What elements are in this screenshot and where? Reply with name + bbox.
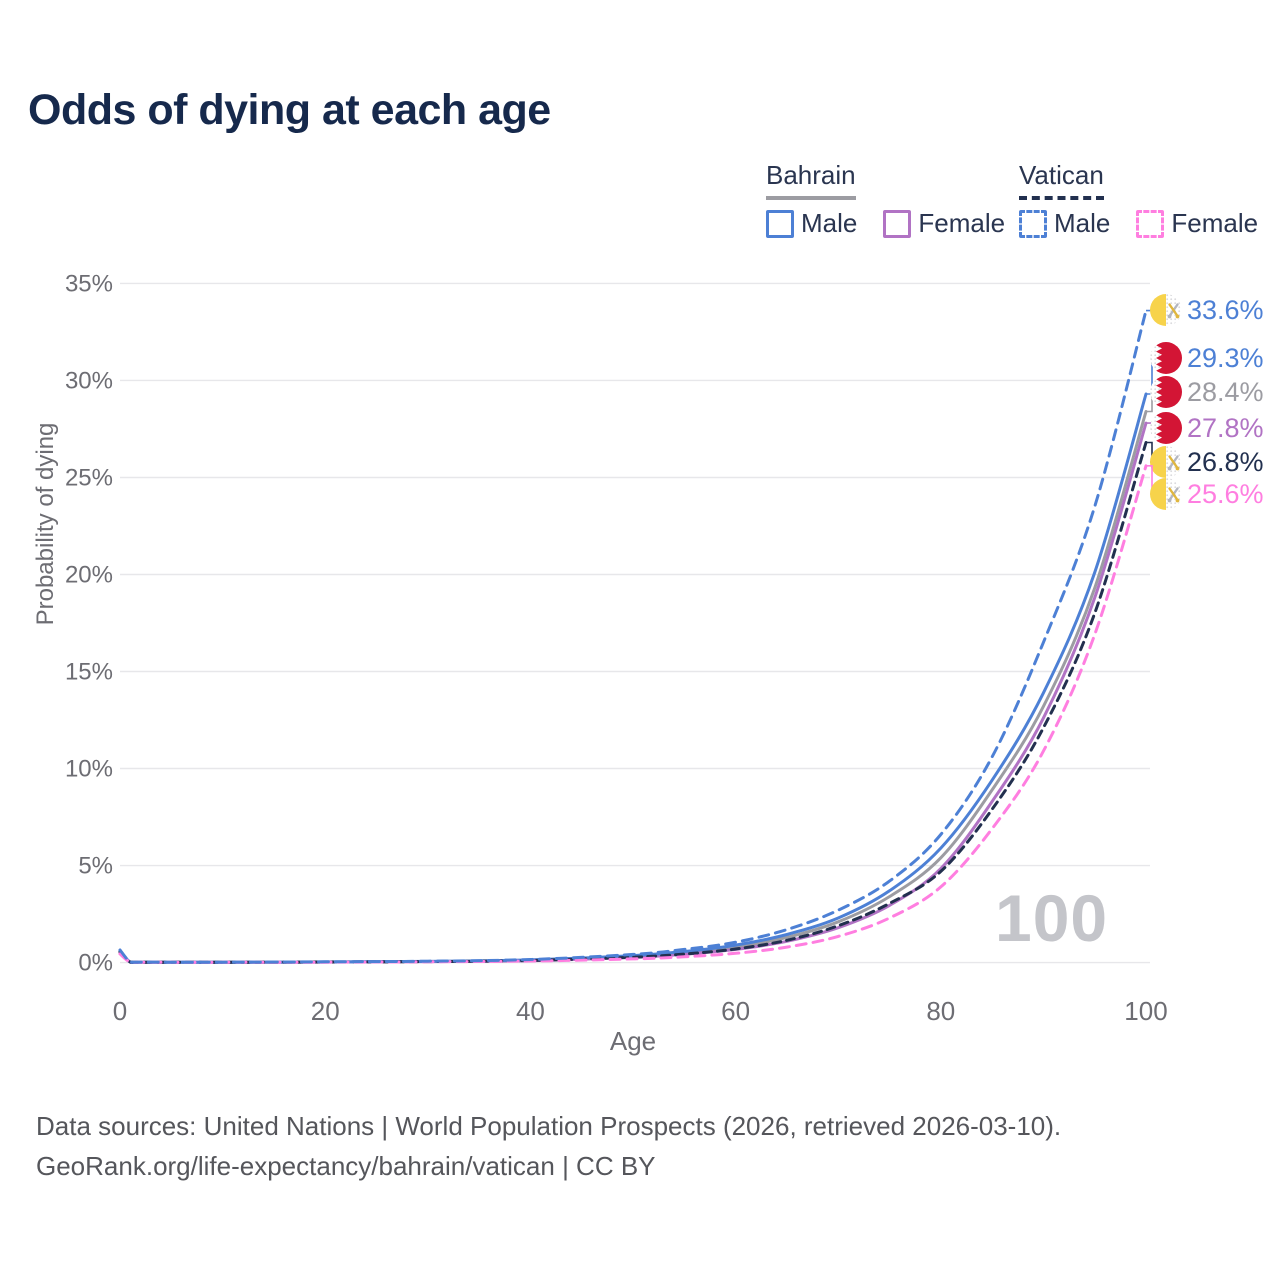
legend-title-vatican[interactable]: Vatican (1019, 160, 1104, 200)
x-axis-title: Age (609, 1026, 657, 1056)
footer-attribution: GeoRank.org/life-expectancy/bahrain/vati… (36, 1151, 656, 1181)
flag-yellow-half (1150, 446, 1166, 478)
legend-item-bahrain-female[interactable]: Female (883, 208, 1005, 239)
axis-ticks-layer: 0% 5% 10% 15% 20% 25% 30% 35% 0 20 40 60 80 100 (65, 270, 1168, 1026)
gridlines-layer (120, 282, 1150, 964)
footer-sources: Data sources: United Nations | World Pop… (36, 1111, 1062, 1141)
flag-bahrain-icon (1150, 412, 1182, 444)
end-label-bahrain-total: 28.4% (1187, 377, 1264, 407)
series-line-vatican-female[interactable] (118, 464, 1148, 964)
legend-label-bahrain-female: Female (918, 208, 1006, 238)
series-line-vatican-male[interactable] (118, 309, 1148, 964)
series-line-vatican-total[interactable] (118, 441, 1148, 964)
x-tick-40: 40 (516, 996, 545, 1026)
age-watermark: 100 (995, 881, 1109, 955)
flag-yellow-half (1150, 478, 1166, 510)
flag-vatican-icon (1150, 478, 1182, 510)
x-tick-100: 100 (1124, 996, 1167, 1026)
y-tick-5: 5% (78, 853, 113, 880)
end-label-bahrain-female: 27.8% (1187, 413, 1264, 443)
x-tick-80: 80 (926, 996, 955, 1026)
end-label-vatican-total: 26.8% (1187, 447, 1264, 477)
legend-swatch-vatican-female (1136, 209, 1165, 238)
end-labels-layer: 33.6% 29.3% 28.4% 27.8% 26.8%25.6% (1146, 294, 1264, 510)
y-tick-35: 35% (65, 270, 113, 297)
y-tick-20: 20% (65, 562, 113, 589)
footer: Data sources: United Nations | World Pop… (36, 1106, 1061, 1186)
legend-label-vatican-female: Female (1171, 208, 1259, 238)
legend-swatch-bahrain-female (883, 209, 912, 238)
end-label-vatican-male: 33.6% (1187, 295, 1264, 325)
page-title: Odds of dying at each age (28, 86, 551, 134)
series-layer (118, 309, 1148, 964)
y-tick-30: 30% (65, 367, 113, 394)
legend-item-bahrain-male[interactable]: Male (766, 208, 857, 239)
flag-red-field (1156, 342, 1182, 374)
legend: Bahrain Male Female Vatican Male (0, 160, 1280, 250)
legend-title-bahrain[interactable]: Bahrain (766, 160, 856, 200)
legend-group-bahrain: Bahrain Male Female (766, 160, 1005, 239)
series-line-bahrain-male[interactable] (118, 392, 1148, 964)
series-line-bahrain-female[interactable] (118, 421, 1148, 964)
x-tick-60: 60 (721, 996, 750, 1026)
x-tick-0: 0 (113, 996, 127, 1026)
y-tick-25: 25% (65, 465, 113, 492)
key-bow-gold (1175, 466, 1180, 471)
legend-item-vatican-male[interactable]: Male (1019, 208, 1110, 239)
key-bow-silver (1167, 314, 1172, 319)
end-label-vatican-female: 25.6% (1187, 479, 1264, 509)
legend-swatch-bahrain-male (766, 209, 794, 238)
legend-label-vatican-male: Male (1054, 208, 1111, 238)
legend-swatch-vatican-male (1019, 209, 1047, 238)
key-bow-gold (1175, 498, 1180, 503)
flag-yellow-half (1150, 294, 1166, 326)
key-bow-silver (1167, 466, 1172, 471)
key-gold (1168, 303, 1179, 318)
flag-red-field (1156, 412, 1182, 444)
legend-label-bahrain-male: Male (801, 208, 858, 238)
key-bow-gold (1175, 314, 1180, 319)
series-line-bahrain-total[interactable] (118, 410, 1148, 964)
flag-vatican-icon (1150, 294, 1182, 326)
flag-vatican-icon (1150, 446, 1182, 478)
flag-bahrain-icon (1150, 342, 1182, 374)
x-tick-20: 20 (311, 996, 340, 1026)
flag-bahrain-icon (1150, 376, 1182, 408)
y-tick-15: 15% (65, 659, 113, 686)
flag-red-field (1156, 376, 1182, 408)
y-tick-10: 10% (65, 756, 113, 783)
key-gold (1168, 455, 1179, 470)
legend-group-vatican: Vatican Male Female (1019, 160, 1258, 239)
end-label-bahrain-male: 29.3% (1187, 343, 1264, 373)
key-bow-silver (1167, 498, 1172, 503)
legend-item-vatican-female[interactable]: Female (1136, 208, 1258, 239)
y-tick-0: 0% (78, 950, 113, 977)
key-gold (1168, 487, 1179, 502)
